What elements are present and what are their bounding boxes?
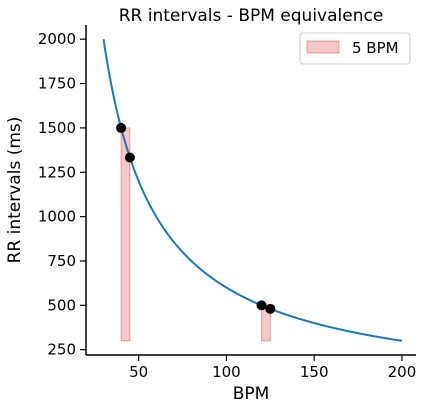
- x-tick-label: 50: [129, 363, 148, 381]
- y-tick-label: 1500: [38, 119, 76, 137]
- data-point: [124, 152, 135, 163]
- y-ticks: 250 500 750 1000 1250 1500 1750 2000: [38, 30, 86, 359]
- legend-frame: [299, 32, 411, 65]
- y-axis-label: RR intervals (ms): [5, 117, 25, 264]
- x-tick-label: 100: [212, 363, 241, 381]
- x-axis-label: BPM: [233, 384, 270, 404]
- plot-area: [102, 39, 403, 342]
- y-tick-label: 1750: [38, 75, 76, 93]
- y-tick-label: 750: [47, 252, 76, 270]
- y-tick-label: 500: [47, 296, 76, 314]
- x-ticks: 50 100 150 200: [129, 355, 416, 381]
- y-tick-label: 2000: [38, 30, 76, 48]
- legend-swatch-5-bpm: [306, 40, 340, 54]
- data-point: [256, 300, 267, 311]
- data-point: [265, 303, 276, 314]
- rr-curve: [102, 39, 403, 342]
- x-tick-label: 150: [300, 363, 329, 381]
- y-tick-label: 1250: [38, 163, 76, 181]
- x-tick-label: 200: [388, 363, 417, 381]
- data-point: [116, 122, 127, 133]
- chart-title: RR intervals - BPM equivalence: [119, 6, 384, 26]
- y-tick-label: 250: [47, 341, 76, 359]
- y-tick-label: 1000: [38, 208, 76, 226]
- legend-label-5-bpm: 5 BPM: [352, 39, 399, 57]
- legend: 5 BPM: [299, 32, 411, 65]
